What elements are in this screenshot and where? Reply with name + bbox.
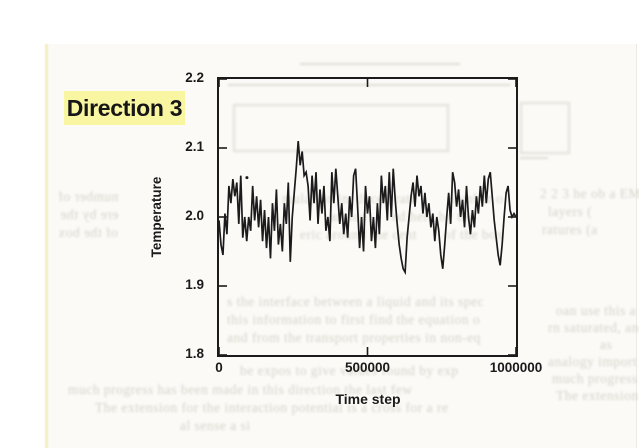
temperature-time-series-plot [217,77,518,357]
y-tick-label: 1.9 [185,277,204,292]
y-tick-label: 2.2 [185,70,204,85]
y-tick-label: 1.8 [185,346,204,361]
y-axis-title: Temperature [149,176,164,258]
stray-ink-dot [245,176,249,180]
y-tick-label: 2.0 [185,208,204,223]
x-axis-title: Time step [335,391,401,407]
y-tick-label: 2.1 [185,139,204,154]
figure-label-highlighted: Direction 3 [64,91,185,125]
plot-frame [217,77,518,357]
page-edge-shadow [45,44,48,448]
x-tick-label: 1000000 [489,360,543,375]
x-tick-label: 500000 [344,360,391,375]
temperature-series-line [218,141,517,276]
x-tick-label: 0 [215,360,223,375]
